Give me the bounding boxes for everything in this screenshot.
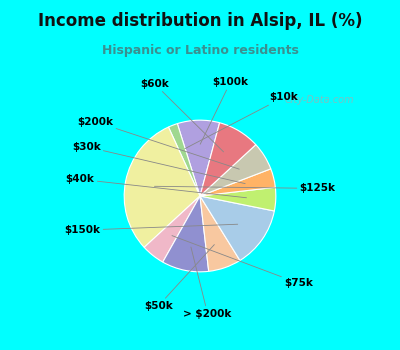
Wedge shape (124, 127, 200, 247)
Wedge shape (200, 196, 240, 271)
Text: $200k: $200k (77, 117, 239, 169)
Text: $125k: $125k (154, 183, 336, 194)
Wedge shape (168, 124, 200, 196)
Text: $75k: $75k (172, 236, 313, 288)
Wedge shape (200, 145, 271, 196)
Text: $60k: $60k (140, 79, 224, 152)
Text: $50k: $50k (144, 245, 214, 311)
Wedge shape (200, 196, 274, 260)
Text: $150k: $150k (64, 224, 238, 235)
Wedge shape (200, 187, 276, 211)
Text: > $200k: > $200k (183, 247, 232, 318)
Text: Hispanic or Latino residents: Hispanic or Latino residents (102, 44, 298, 57)
Text: $40k: $40k (66, 174, 246, 198)
Wedge shape (163, 196, 209, 272)
Text: $10k: $10k (185, 92, 298, 149)
Wedge shape (144, 196, 200, 262)
Wedge shape (200, 169, 275, 196)
Text: $30k: $30k (72, 142, 245, 184)
Wedge shape (200, 123, 256, 196)
Text: City-Data.com: City-Data.com (284, 95, 354, 105)
Wedge shape (177, 120, 220, 196)
Text: $100k: $100k (200, 77, 248, 144)
Text: Income distribution in Alsip, IL (%): Income distribution in Alsip, IL (%) (38, 12, 362, 30)
